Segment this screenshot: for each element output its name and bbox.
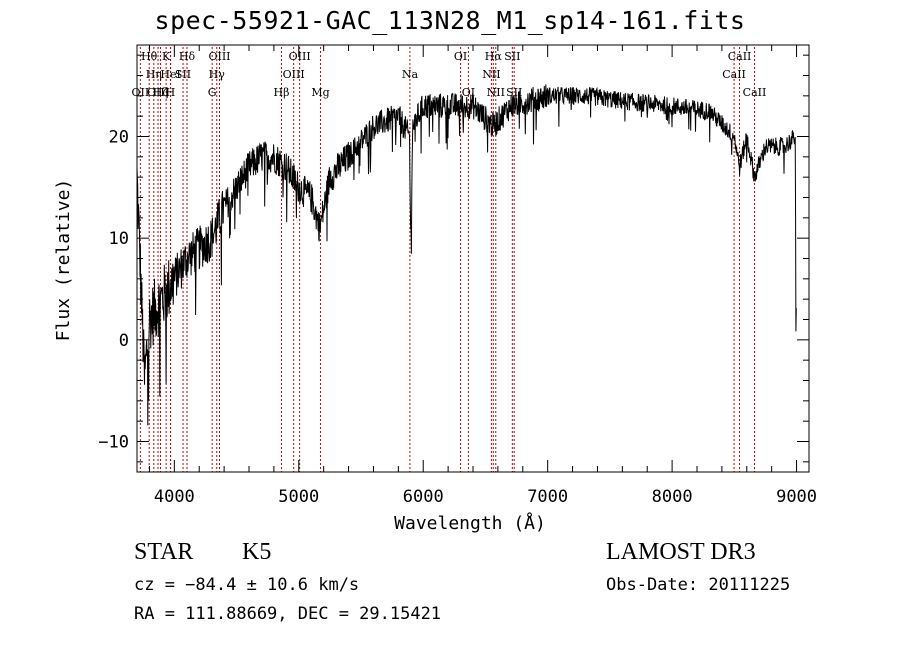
chart-title: spec-55921-GAC_113N28_M1_sp14-161.fits — [154, 6, 746, 35]
spectral-line-label: SII — [506, 86, 522, 99]
spectral-line-label: NII — [487, 86, 505, 99]
y-tick-label: 0 — [119, 331, 129, 351]
axes: 4000 5000 6000 7000 8000 9000 −10 0 10 20 — [98, 45, 817, 507]
x-tick-label: 9000 — [776, 487, 817, 507]
x-axis-label: Wavelength (Å) — [394, 512, 546, 534]
spectral-line-label: K — [162, 50, 171, 63]
object-subclass: K5 — [242, 539, 272, 565]
spectral-line-label: OI — [462, 86, 475, 99]
spectrum-line — [136, 84, 797, 426]
spectral-line-label: Na — [402, 68, 419, 81]
spectral-line-label: Hβ — [274, 86, 290, 99]
observation-date: Obs-Date: 20111225 — [606, 575, 791, 595]
spectral-line-label: Hα — [485, 50, 503, 63]
spectral-line-label: SII — [504, 50, 520, 63]
spectral-line-label: NII — [482, 68, 500, 81]
spectral-line-label: G — [208, 86, 217, 99]
coordinates-readout: RA = 111.88669, DEC = 29.15421 — [134, 604, 442, 624]
object-class: STAR — [134, 539, 194, 565]
spectral-line-label: CaII — [722, 68, 746, 81]
spectral-line-label: Hγ — [209, 68, 226, 81]
spectral-line-label: OIII — [283, 68, 305, 81]
spectral-line-labels: OIIHθHηOIIIHζKHeIHSIIHδGHγOIIIHβOIIIOIII… — [132, 50, 767, 99]
spectral-line-label: OIII — [289, 50, 311, 63]
spectral-line-label: OIII — [147, 86, 169, 99]
y-tick-label: 20 — [109, 128, 129, 148]
spectral-line-label: OI — [454, 50, 467, 63]
x-tick-label: 8000 — [652, 487, 693, 507]
redshift-readout: cz = −84.4 ± 10.6 km/s — [134, 575, 360, 595]
y-axis-label: Flux (relative) — [53, 179, 74, 342]
y-tick-label: −10 — [98, 433, 129, 453]
spectral-line-label: Mg — [311, 86, 329, 99]
y-tick-label: 10 — [109, 229, 129, 249]
spectral-line-label: HeI — [160, 68, 180, 81]
spectral-line-label: OII — [132, 86, 150, 99]
x-tick-label: 4000 — [154, 487, 195, 507]
spectral-line-label: H — [166, 86, 176, 99]
survey-name: LAMOST DR3 — [606, 539, 756, 565]
x-tick-label: 7000 — [527, 487, 568, 507]
spectral-line-label: SII — [175, 68, 191, 81]
spectrum-series — [136, 84, 797, 426]
spectral-line-label: OIII — [208, 50, 230, 63]
spectral-line-label: Hθ — [141, 50, 158, 63]
spectral-line-label: Hη — [146, 68, 162, 81]
spectral-line-label: CaII — [743, 86, 767, 99]
spectral-line-label: CaII — [728, 50, 752, 63]
plot-frame — [136, 44, 810, 473]
x-tick-label: 5000 — [278, 487, 319, 507]
spectral-line-label: Hδ — [179, 50, 196, 63]
x-tick-label: 6000 — [403, 487, 444, 507]
spectral-line-label: Hζ — [153, 86, 169, 99]
